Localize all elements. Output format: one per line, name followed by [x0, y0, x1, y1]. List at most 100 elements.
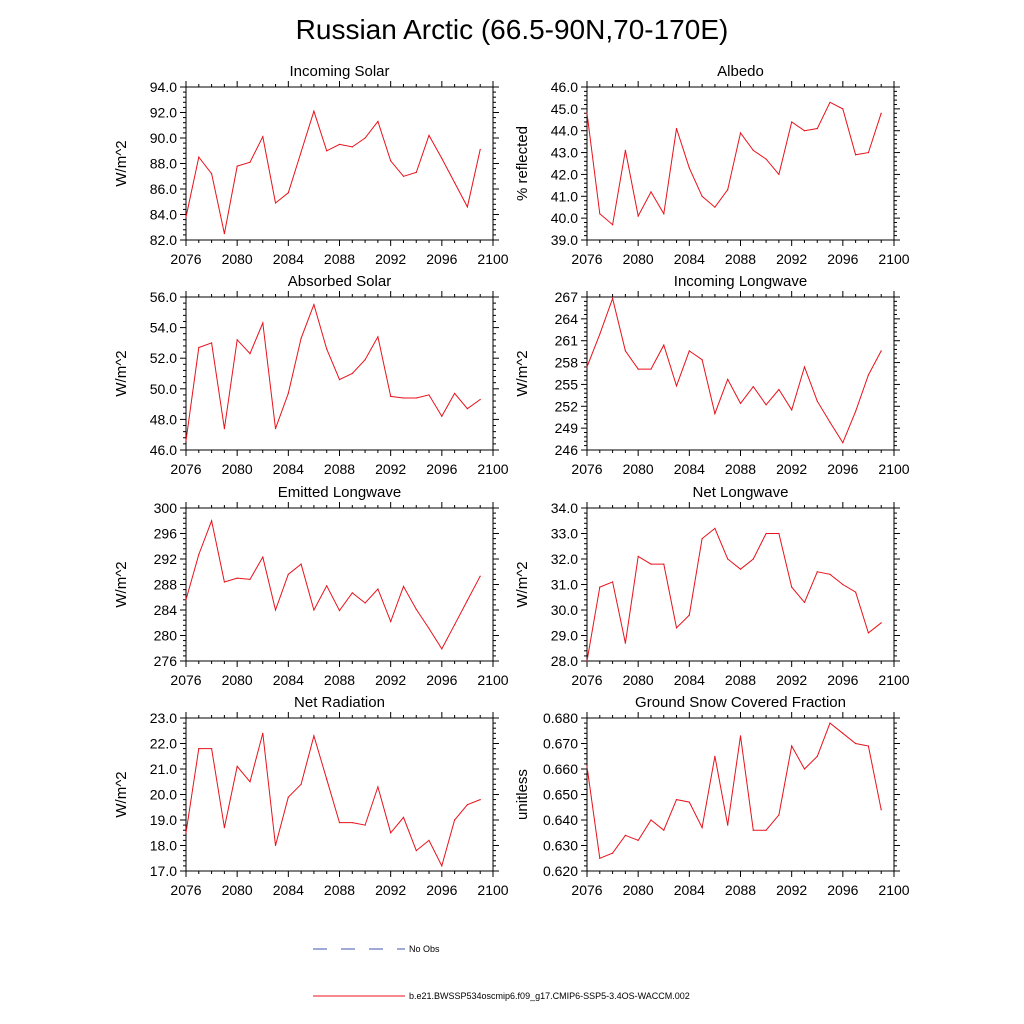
x-tick-label: 2084	[674, 882, 705, 898]
data-point	[612, 224, 614, 226]
data-point	[211, 342, 213, 344]
data-point	[765, 829, 767, 831]
data-point	[880, 112, 882, 114]
x-tick-label: 2076	[170, 251, 201, 267]
y-tick-label: 258	[555, 355, 579, 371]
x-tick-label: 2100	[477, 882, 508, 898]
y-tick-label: 276	[154, 653, 178, 669]
data-point	[675, 799, 678, 801]
data-point	[701, 827, 703, 829]
data-point	[287, 796, 289, 798]
data-point	[402, 585, 405, 588]
y-tick-label: 84.0	[150, 207, 177, 223]
data-point	[778, 388, 780, 391]
x-tick-label: 2096	[426, 882, 457, 898]
data-point	[377, 588, 379, 590]
y-axis-label: W/m^2	[514, 350, 531, 396]
data-point	[262, 322, 264, 324]
panel-title: Net Radiation	[294, 694, 385, 711]
panel-title: Incoming Solar	[289, 63, 389, 80]
y-tick-label: 82.0	[150, 232, 177, 248]
y-tick-label: 21.0	[150, 761, 177, 777]
legend: No Obs b.e21.BWSSP534oscmip6.f09_g17.CMI…	[313, 944, 690, 1001]
data-point	[415, 608, 417, 611]
x-tick-label: 2100	[477, 461, 508, 477]
y-tick-label: 41.0	[551, 188, 578, 204]
data-point	[441, 865, 443, 867]
y-axis-label: W/m^2	[113, 561, 130, 607]
data-point	[300, 337, 302, 339]
panel-title: Emitted Longwave	[278, 484, 401, 501]
data-point	[338, 610, 341, 612]
panel-title: Incoming Longwave	[674, 273, 807, 290]
data-point	[441, 157, 443, 159]
x-tick-label: 2080	[222, 672, 253, 688]
y-tick-label: 280	[154, 628, 178, 644]
panels-group: 82.0 84.0 86.0 88.0 90.0 92.0 94.0 2076 2080 2084…	[113, 63, 910, 898]
figure-title: Russian Arctic (66.5-90N,70-170E)	[295, 14, 729, 45]
x-tick-label: 2080	[222, 461, 253, 477]
plot-frame	[185, 86, 494, 241]
plot-frame	[586, 296, 895, 451]
x-tick-label: 2092	[375, 882, 406, 898]
data-point	[300, 783, 302, 785]
data-point	[428, 839, 430, 842]
data-point	[236, 765, 238, 768]
y-tick-label: 90.0	[150, 130, 177, 146]
data-point	[791, 586, 793, 588]
x-tick-label: 2092	[776, 882, 807, 898]
plot-frame	[586, 507, 895, 662]
data-point	[778, 173, 780, 175]
y-tick-label: 0.670	[543, 736, 578, 752]
data-point	[739, 132, 742, 134]
data-point	[236, 339, 238, 341]
data-point	[287, 573, 289, 575]
y-tick-label: 45.0	[551, 101, 578, 117]
data-point	[377, 786, 379, 788]
data-point	[198, 156, 200, 158]
data-point	[637, 839, 639, 842]
data-point	[364, 602, 366, 604]
data-point	[390, 620, 392, 623]
x-tick-label: 2076	[170, 461, 201, 477]
y-tick-label: 30.0	[551, 602, 578, 618]
x-tick-label: 2100	[477, 251, 508, 267]
x-tick-label: 2096	[426, 672, 457, 688]
data-point	[466, 408, 468, 410]
data-point	[688, 167, 690, 169]
y-tick-label: 300	[154, 500, 178, 516]
data-point	[867, 374, 870, 376]
data-point	[313, 304, 315, 306]
data-point	[351, 372, 353, 375]
data-point	[586, 112, 588, 114]
data-point	[727, 378, 729, 380]
y-tick-label: 249	[555, 420, 579, 436]
data-point	[829, 421, 831, 423]
data-point	[454, 182, 456, 184]
data-point	[650, 819, 652, 821]
data-point	[364, 359, 366, 361]
data-point	[262, 732, 264, 734]
data-point	[855, 591, 857, 593]
x-tick-label: 2084	[273, 672, 304, 688]
data-point	[599, 333, 601, 335]
y-tick-label: 34.0	[551, 500, 578, 516]
data-point	[778, 814, 780, 816]
data-point	[688, 801, 690, 803]
x-tick-label: 2088	[725, 882, 756, 898]
legend-obs-label: No Obs	[409, 944, 440, 954]
x-tick-label: 2076	[170, 672, 201, 688]
x-tick-label: 2080	[623, 251, 654, 267]
y-tick-label: 40.0	[551, 210, 578, 226]
data-point	[612, 297, 614, 300]
x-tick-label: 2084	[273, 882, 304, 898]
series-line	[586, 296, 882, 444]
data-point	[249, 161, 251, 163]
y-tick-label: 0.620	[543, 863, 578, 879]
data-point	[714, 206, 716, 208]
data-point	[624, 149, 627, 151]
data-point	[586, 660, 588, 662]
data-point	[842, 442, 844, 444]
data-point	[223, 428, 225, 430]
data-point	[624, 834, 627, 836]
